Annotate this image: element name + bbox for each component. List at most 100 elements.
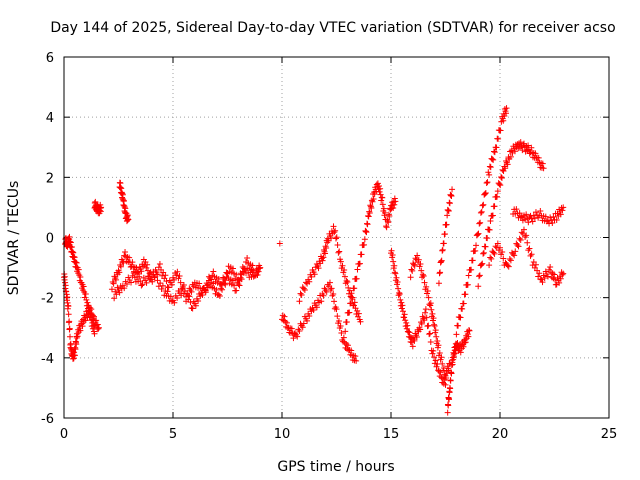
data-point [403, 325, 410, 332]
data-point [294, 333, 301, 340]
data-point [489, 212, 496, 219]
data-series [407, 252, 453, 381]
data-point [73, 259, 80, 266]
data-point [487, 254, 494, 261]
data-point [229, 277, 236, 284]
data-point [560, 204, 567, 211]
data-point [123, 281, 130, 288]
data-point [559, 271, 566, 278]
data-point [415, 256, 422, 263]
data-point [320, 254, 327, 261]
data-point [425, 322, 432, 329]
data-point [88, 317, 95, 324]
data-point [195, 297, 202, 304]
data-point [117, 263, 124, 270]
data-point [434, 337, 441, 344]
data-point [150, 268, 157, 275]
data-point [83, 296, 90, 303]
data-point [210, 280, 217, 287]
data-point [507, 257, 514, 264]
data-point [65, 303, 72, 310]
data-point [482, 190, 489, 197]
data-point [347, 300, 354, 307]
data-point [213, 286, 220, 293]
data-point [429, 350, 436, 357]
data-point [417, 326, 424, 333]
data-point [498, 174, 505, 181]
data-point [162, 272, 169, 279]
data-point [73, 341, 80, 348]
data-series [116, 179, 132, 225]
data-point [362, 228, 369, 235]
data-point [338, 330, 345, 337]
data-point [402, 317, 409, 324]
data-point [532, 150, 539, 157]
data-point [229, 265, 236, 272]
data-point [346, 309, 353, 316]
data-point [392, 270, 399, 277]
data-point [77, 327, 84, 334]
data-point [297, 290, 304, 297]
data-point [444, 206, 451, 213]
data-point [310, 307, 317, 314]
data-point [176, 273, 183, 280]
data-point [113, 276, 120, 283]
data-point [257, 264, 264, 271]
data-point [199, 291, 206, 298]
data-point [482, 189, 489, 196]
data-point [156, 260, 163, 267]
data-point [186, 293, 193, 300]
data-point [386, 212, 393, 219]
data-point [391, 269, 398, 276]
data-point [423, 283, 430, 290]
data-point [460, 343, 467, 350]
data-point [125, 216, 132, 223]
data-point [337, 323, 344, 330]
data-point [330, 223, 337, 230]
data-point [122, 205, 129, 212]
data-series [62, 233, 98, 337]
data-point [439, 247, 446, 254]
data-series [276, 240, 283, 247]
x-tick-label: 5 [169, 427, 177, 442]
data-point [480, 249, 487, 256]
data-point [235, 281, 242, 288]
data-point [336, 248, 343, 255]
data-point [529, 218, 536, 225]
data-point [367, 203, 374, 210]
x-axis-label: GPS time / hours [277, 459, 394, 475]
data-point [139, 281, 146, 288]
data-point [396, 289, 403, 296]
data-point [174, 268, 181, 275]
data-point [497, 127, 504, 134]
data-point [341, 266, 348, 273]
data-point [438, 257, 445, 264]
data-point [383, 223, 390, 230]
data-point [129, 259, 136, 266]
y-tick-label: -6 [41, 412, 54, 427]
data-point [420, 273, 427, 280]
data-point [86, 308, 93, 315]
data-point [120, 196, 127, 203]
data-point [525, 142, 532, 149]
data-point [483, 180, 490, 187]
data-point [377, 191, 384, 198]
data-point [403, 319, 410, 326]
data-point [390, 205, 397, 212]
data-point [480, 201, 487, 208]
data-point [388, 247, 395, 254]
axis-ticks: 0 5 10 15 20 25 -6 -4 -2 0 2 4 6 [41, 51, 617, 442]
data-point [236, 282, 243, 289]
data-point [65, 311, 72, 318]
data-point [487, 218, 494, 225]
data-point [157, 280, 164, 287]
data-point [465, 272, 472, 279]
data-point [368, 205, 375, 212]
data-point [67, 340, 74, 347]
data-point [516, 210, 523, 217]
data-series [444, 327, 473, 416]
data-point [539, 160, 546, 167]
x-tick-label: 10 [274, 427, 291, 442]
data-point [281, 313, 288, 320]
data-point [137, 278, 144, 285]
